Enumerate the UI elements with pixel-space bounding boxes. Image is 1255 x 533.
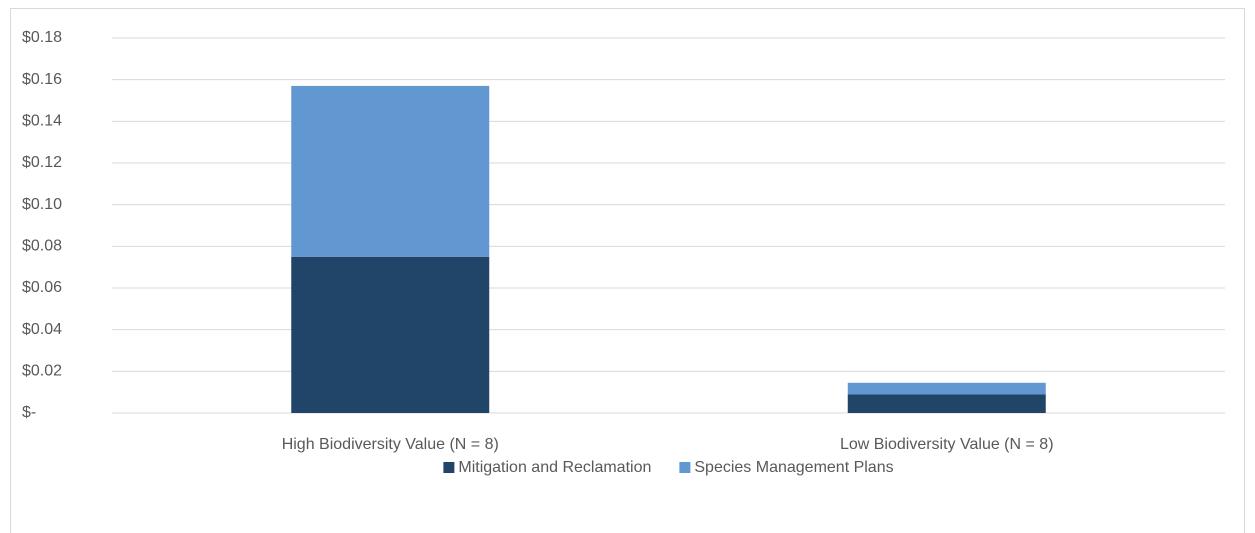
y-tick-label: $- — [22, 404, 36, 421]
y-tick-label: $0.10 — [22, 196, 62, 213]
y-tick-label: $0.02 — [22, 363, 62, 380]
y-tick-label: $0.06 — [22, 279, 62, 296]
y-tick-label: $0.04 — [22, 321, 62, 338]
bar-segment — [291, 256, 490, 413]
y-tick-label: $0.08 — [22, 238, 62, 255]
x-tick-label: Low Biodiversity Value (N = 8) — [840, 436, 1054, 453]
x-tick-label: High Biodiversity Value (N = 8) — [282, 436, 499, 453]
legend-label: Mitigation and Reclamation — [458, 459, 651, 476]
y-tick-label: $0.18 — [22, 29, 62, 46]
bar-segment — [847, 394, 1046, 413]
bar-segment — [847, 382, 1046, 395]
bar-segment — [291, 85, 490, 257]
legend-swatch — [443, 462, 455, 473]
y-tick-label: $0.12 — [22, 154, 62, 171]
legend-swatch — [679, 462, 691, 473]
chart-border — [10, 8, 1245, 533]
y-tick-label: $0.14 — [22, 113, 62, 130]
y-tick-label: $0.16 — [22, 71, 62, 88]
legend-label: Species Management Plans — [694, 459, 893, 476]
